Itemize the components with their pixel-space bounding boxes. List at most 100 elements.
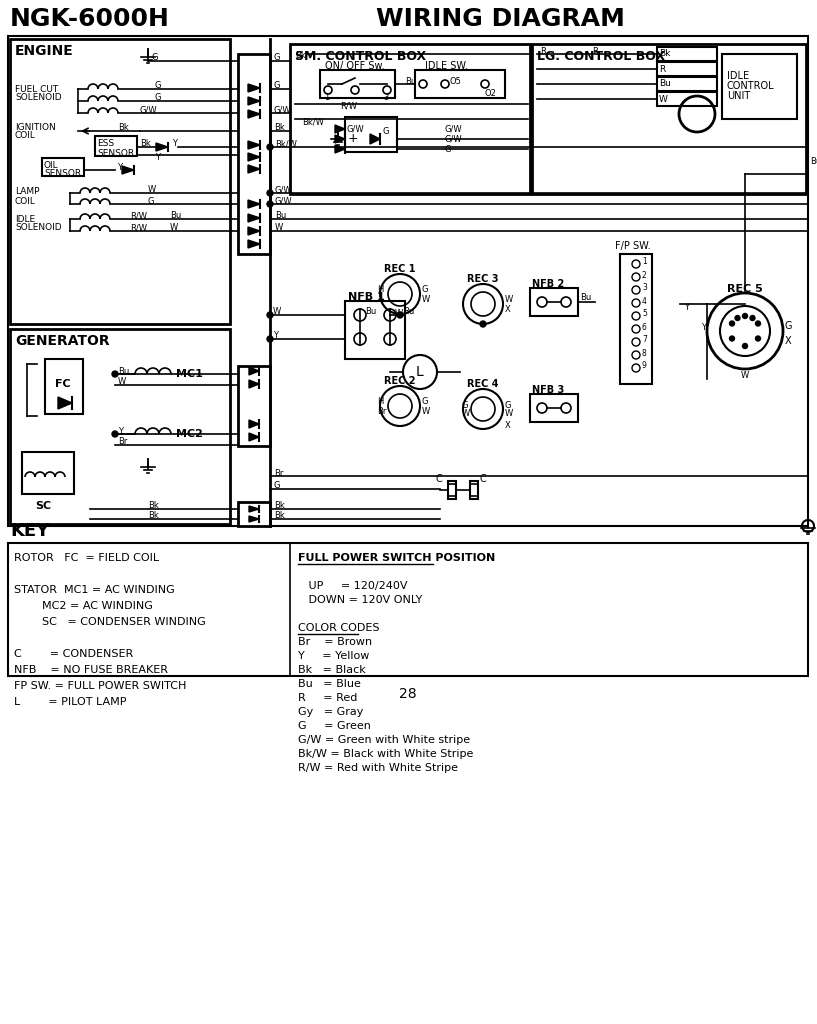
- Bar: [722, 54, 797, 119]
- Polygon shape: [248, 165, 260, 173]
- Bar: [530, 394, 578, 422]
- Text: C        = CONDENSER: C = CONDENSER: [14, 649, 133, 659]
- Bar: [22, 452, 74, 494]
- Text: G: G: [155, 93, 162, 102]
- Text: Bu: Bu: [275, 212, 286, 220]
- Text: R: R: [659, 65, 665, 74]
- Bar: [290, 44, 530, 194]
- Text: REC 5: REC 5: [727, 284, 763, 294]
- Text: Bu: Bu: [405, 77, 416, 85]
- Polygon shape: [249, 367, 259, 375]
- Polygon shape: [249, 420, 259, 428]
- Text: W: W: [505, 410, 513, 419]
- Text: Y: Y: [118, 427, 123, 435]
- Circle shape: [730, 321, 734, 326]
- Text: Gy   = Gray: Gy = Gray: [298, 707, 364, 717]
- Text: G/W: G/W: [445, 125, 462, 133]
- Text: +: +: [348, 132, 359, 145]
- Text: FC: FC: [55, 379, 70, 389]
- Polygon shape: [248, 214, 260, 222]
- Text: X: X: [785, 336, 792, 346]
- Text: 4: 4: [642, 297, 647, 305]
- Text: Bu: Bu: [659, 80, 671, 88]
- Text: Y: Y: [273, 332, 278, 341]
- Text: ENGINE: ENGINE: [15, 44, 74, 58]
- Text: Bk   = Black: Bk = Black: [298, 665, 366, 675]
- Text: 8: 8: [642, 348, 647, 357]
- Bar: [42, 158, 84, 176]
- Text: IDLE SW.: IDLE SW.: [425, 61, 468, 71]
- Bar: [238, 502, 270, 526]
- Text: COLOR CODES: COLOR CODES: [298, 623, 380, 633]
- Text: Y: Y: [172, 139, 177, 148]
- Text: SENSOR: SENSOR: [97, 148, 134, 158]
- Polygon shape: [249, 516, 259, 522]
- Text: Bk: Bk: [148, 502, 158, 511]
- Text: UP     = 120/240V: UP = 120/240V: [298, 581, 408, 591]
- Text: FP SW. = FULL POWER SWITCH: FP SW. = FULL POWER SWITCH: [14, 681, 186, 691]
- Text: ROTOR   FC  = FIELD COIL: ROTOR FC = FIELD COIL: [14, 553, 159, 563]
- Text: W: W: [118, 378, 127, 386]
- Text: Bk/W = Black with White Stripe: Bk/W = Black with White Stripe: [298, 749, 473, 759]
- Circle shape: [112, 431, 118, 437]
- Text: COIL: COIL: [15, 197, 36, 206]
- Polygon shape: [122, 166, 134, 174]
- Text: Br: Br: [274, 469, 283, 477]
- Text: W: W: [741, 371, 749, 380]
- Polygon shape: [335, 125, 345, 133]
- Text: REC 1: REC 1: [384, 264, 416, 274]
- Circle shape: [267, 312, 273, 318]
- Text: Bk: Bk: [295, 51, 306, 60]
- Polygon shape: [248, 153, 260, 161]
- Text: COIL: COIL: [15, 131, 36, 140]
- Text: STATOR  MC1 = AC WINDING: STATOR MC1 = AC WINDING: [14, 585, 175, 595]
- Text: LG. CONTROL BOX: LG. CONTROL BOX: [537, 49, 665, 62]
- Circle shape: [735, 315, 740, 321]
- Text: Y: Y: [701, 324, 706, 333]
- Text: REC 2: REC 2: [384, 376, 416, 386]
- Circle shape: [743, 313, 748, 318]
- Text: 5: 5: [642, 309, 647, 318]
- Text: Bk: Bk: [140, 139, 151, 148]
- Circle shape: [397, 312, 403, 318]
- Polygon shape: [248, 84, 260, 92]
- Text: ON/ OFF Sw.: ON/ OFF Sw.: [325, 61, 385, 71]
- Text: Bk: Bk: [274, 124, 285, 132]
- Text: R/W: R/W: [340, 101, 357, 111]
- Polygon shape: [248, 141, 260, 150]
- Text: O2: O2: [485, 89, 497, 98]
- Text: UNIT: UNIT: [727, 91, 750, 101]
- Bar: [657, 47, 717, 61]
- Text: X: X: [505, 422, 511, 430]
- Text: IDLE: IDLE: [727, 71, 749, 81]
- Text: Bu: Bu: [810, 158, 817, 167]
- Circle shape: [480, 321, 486, 327]
- Polygon shape: [248, 97, 260, 105]
- Text: R: R: [592, 46, 598, 55]
- Text: SC   = CONDENSER WINDING: SC = CONDENSER WINDING: [14, 617, 206, 627]
- Text: W: W: [659, 94, 667, 103]
- Text: Bk/W: Bk/W: [275, 139, 297, 148]
- Text: IGNITION: IGNITION: [15, 123, 56, 131]
- Bar: [415, 70, 505, 98]
- Bar: [238, 366, 270, 446]
- Text: WIRING DIAGRAM: WIRING DIAGRAM: [376, 7, 624, 31]
- Text: L: L: [416, 365, 424, 379]
- Circle shape: [267, 144, 273, 150]
- Text: G: G: [152, 52, 158, 61]
- Text: G: G: [445, 144, 452, 154]
- Text: Br: Br: [377, 407, 386, 416]
- Text: G     = Green: G = Green: [298, 721, 371, 731]
- Text: NFB    = NO FUSE BREAKER: NFB = NO FUSE BREAKER: [14, 665, 168, 675]
- Text: H: H: [377, 286, 383, 295]
- Text: G/W: G/W: [140, 105, 158, 115]
- Bar: [10, 39, 230, 324]
- Text: SC: SC: [35, 501, 51, 511]
- Text: G: G: [422, 397, 428, 407]
- Text: Y: Y: [117, 163, 122, 171]
- Text: R/W: R/W: [130, 223, 147, 232]
- Text: W: W: [148, 185, 156, 195]
- Text: C: C: [436, 474, 443, 484]
- Text: SENSOR: SENSOR: [44, 170, 81, 178]
- Text: NFB 2: NFB 2: [532, 279, 565, 289]
